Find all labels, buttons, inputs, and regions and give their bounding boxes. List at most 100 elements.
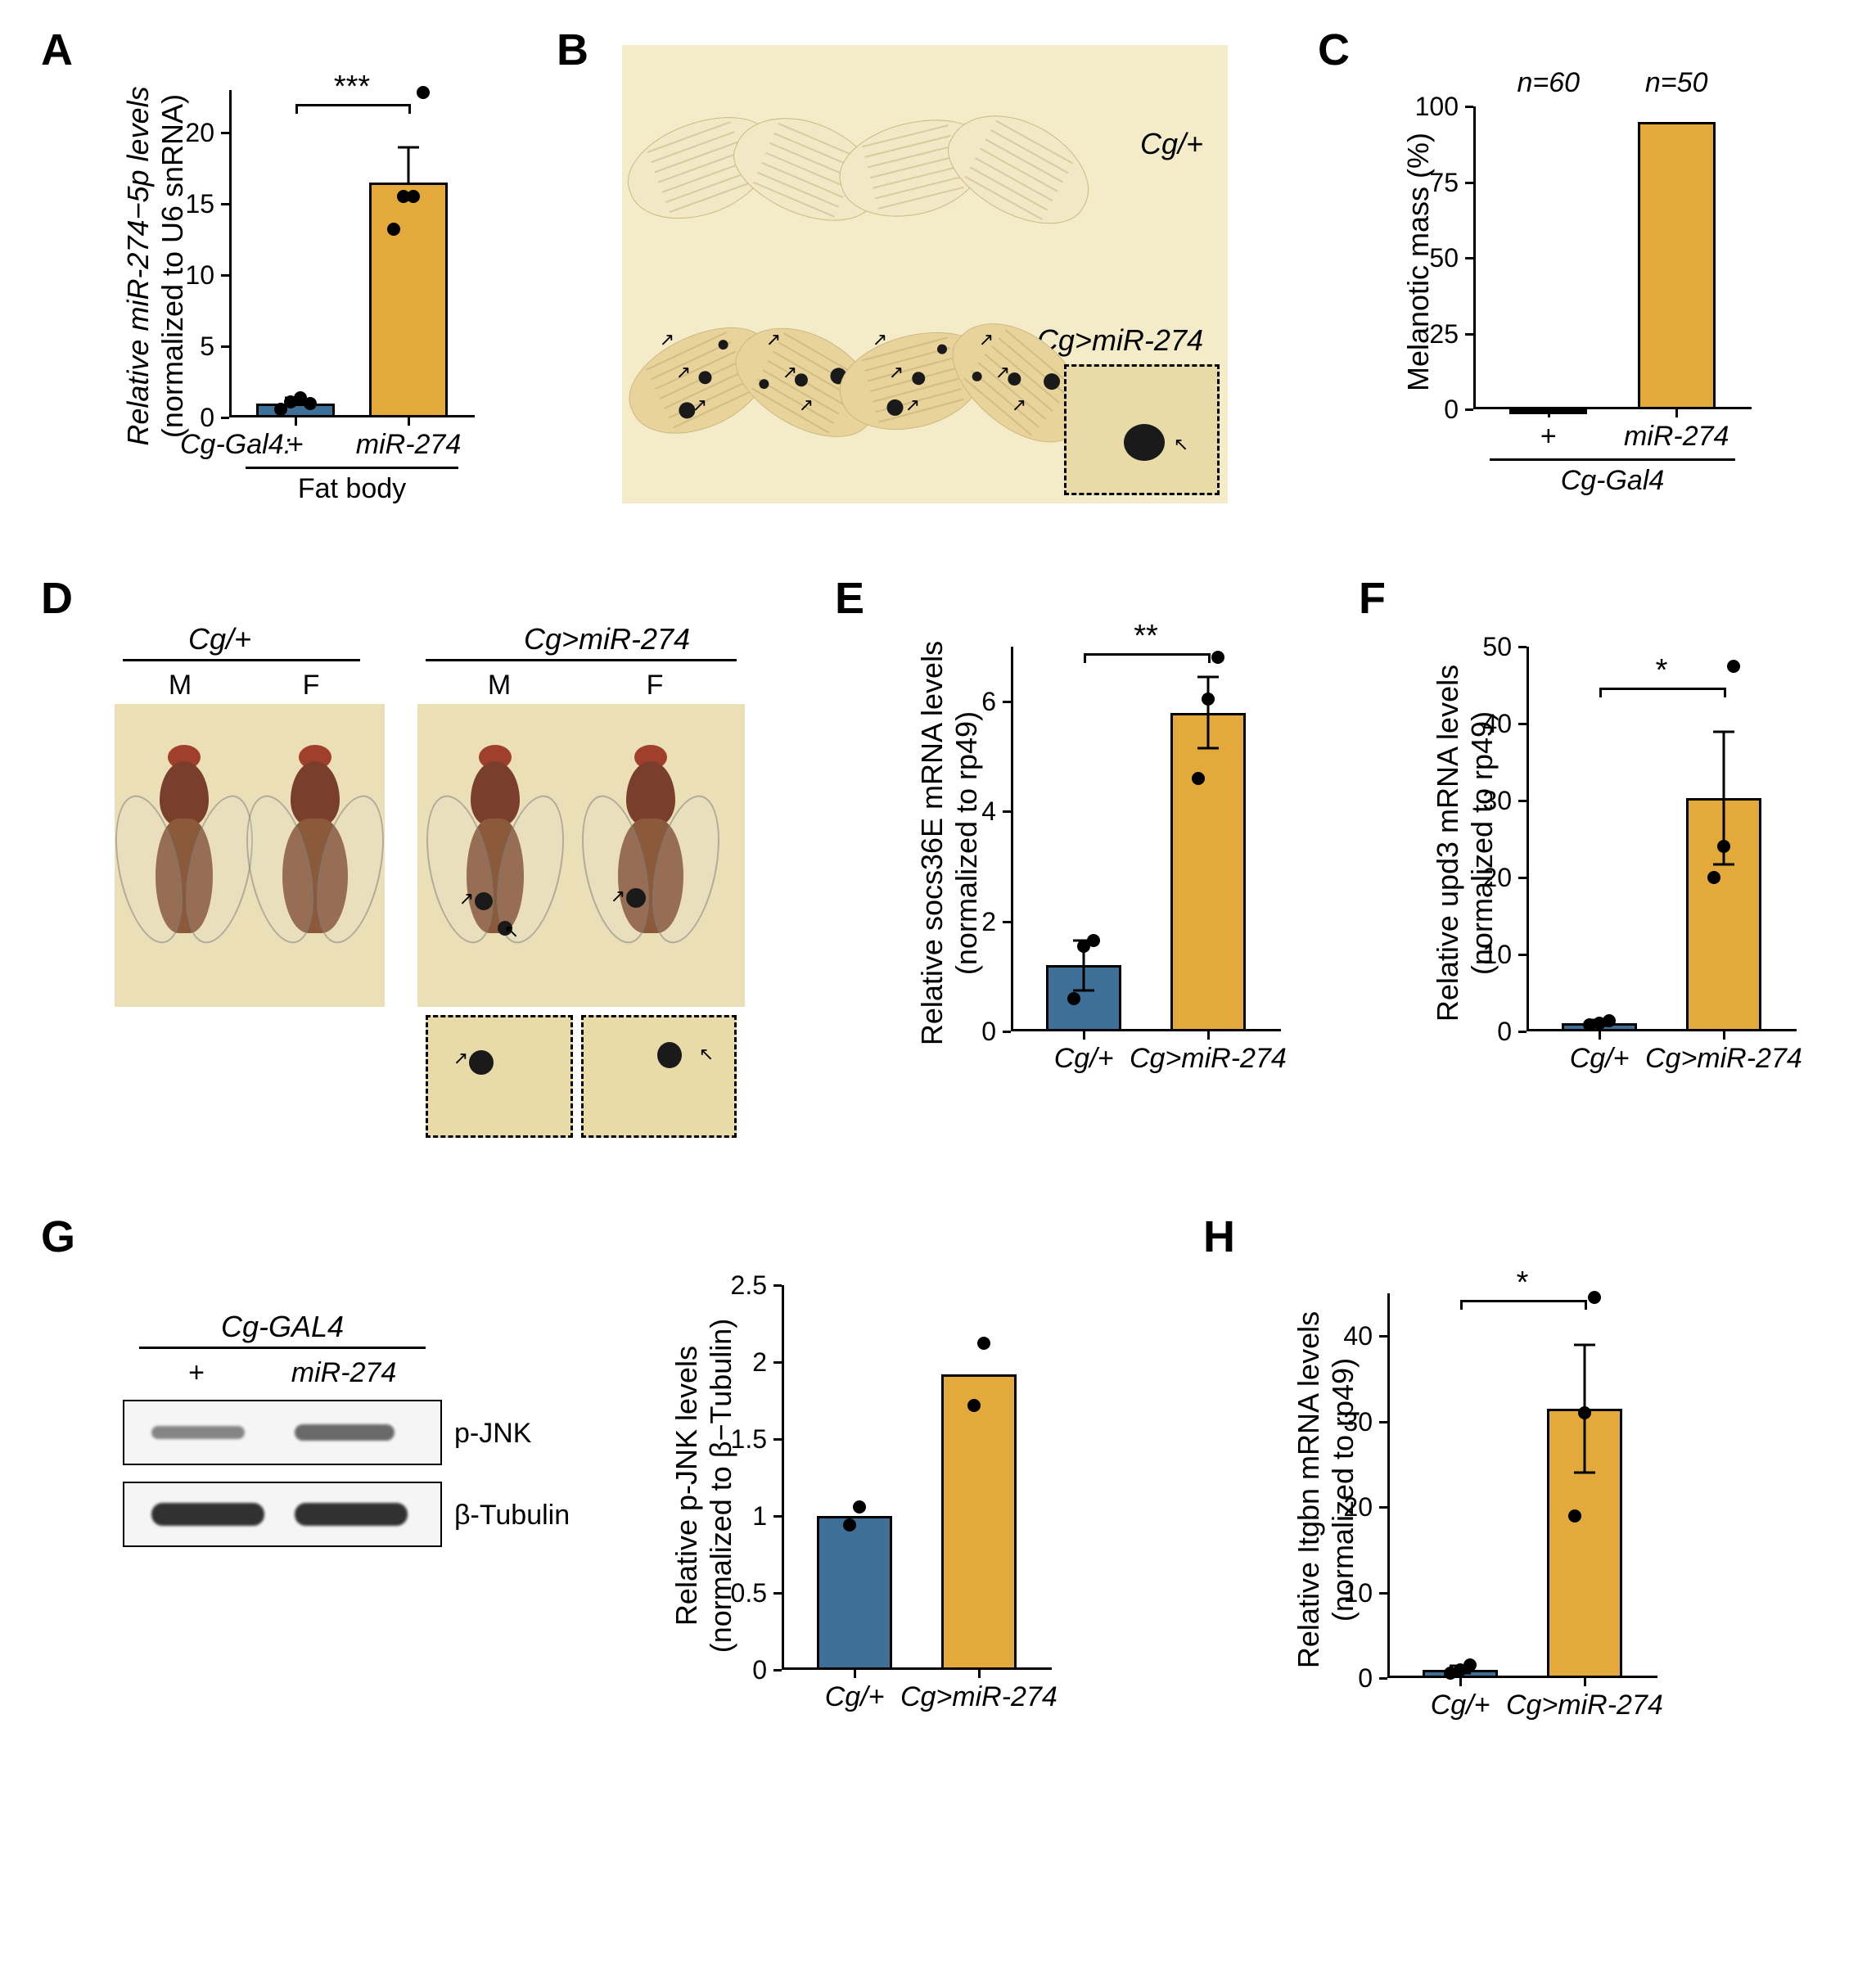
errbar bbox=[1083, 965, 1085, 990]
arrow-icon: ↗ bbox=[782, 362, 797, 383]
x-label: Cg/+ bbox=[1054, 1043, 1114, 1075]
l1: Relative Itgbn mRNA levels bbox=[1292, 1311, 1325, 1668]
ytick bbox=[221, 345, 229, 348]
datapoint bbox=[977, 1337, 990, 1350]
ytick bbox=[1003, 1031, 1011, 1033]
datapoint bbox=[1603, 1014, 1616, 1027]
arrow-icon: ↗ bbox=[979, 329, 994, 350]
ytick bbox=[773, 1284, 782, 1287]
ytick-label: 20 bbox=[1461, 863, 1512, 893]
melanotic-spot bbox=[697, 369, 714, 386]
sig-drop bbox=[1208, 653, 1211, 663]
xtick bbox=[408, 417, 410, 426]
bar-treat bbox=[1170, 713, 1246, 1031]
x-label: miR-274 bbox=[1624, 421, 1729, 453]
ytick-label: 10 bbox=[164, 260, 214, 291]
ytick-label: 6 bbox=[945, 687, 996, 717]
ytick-label: 10 bbox=[1461, 940, 1512, 970]
panel-E-plot: 0246Cg/+Cg>miR-274** bbox=[1011, 647, 1281, 1031]
errcap bbox=[1574, 1472, 1595, 1474]
xtick bbox=[1459, 1678, 1462, 1686]
ytick bbox=[1465, 333, 1473, 336]
y-axis bbox=[229, 90, 232, 417]
ytick-label: 100 bbox=[1408, 92, 1459, 122]
sig-drop bbox=[408, 104, 411, 114]
panel-G-chart: Relative p-JNK levels (normalized to β−T… bbox=[655, 1252, 1113, 1776]
y-axis bbox=[1387, 1293, 1390, 1678]
xtick bbox=[1548, 409, 1550, 417]
datapoint bbox=[1578, 1406, 1591, 1419]
xtick bbox=[1083, 1031, 1085, 1040]
sex-M-1: M bbox=[169, 670, 192, 702]
datapoint bbox=[843, 1518, 856, 1532]
sex-F-1: F bbox=[303, 670, 320, 702]
panel-G-plot: 00.511.522.5Cg/+Cg>miR-274 bbox=[782, 1285, 1052, 1670]
panel-B-top-label: Cg/+ bbox=[1140, 127, 1203, 161]
arrow-icon: ↗ bbox=[873, 329, 887, 350]
ytick bbox=[1379, 1421, 1387, 1423]
panel-G-ylabel: Relative p-JNK levels (normalized to β−T… bbox=[670, 1273, 738, 1699]
bar-treat bbox=[941, 1374, 1017, 1670]
datapoint bbox=[1211, 651, 1224, 664]
x-label: miR-274 bbox=[356, 429, 461, 461]
panel-G-label: G bbox=[41, 1211, 75, 1262]
ytick-label: 40 bbox=[1322, 1321, 1373, 1351]
ytick-label: 30 bbox=[1461, 786, 1512, 816]
errcap bbox=[1197, 747, 1219, 750]
datapoint bbox=[1717, 840, 1730, 853]
errbar bbox=[1206, 713, 1209, 749]
errcap bbox=[1073, 989, 1094, 991]
panel-F-chart: Relative upd3 mRNA levels (normalized to… bbox=[1416, 606, 1842, 1130]
ytick-label: 0 bbox=[716, 1655, 767, 1685]
sig-drop bbox=[1460, 1300, 1463, 1310]
ytick-label: 4 bbox=[945, 796, 996, 827]
sig-stars: * bbox=[1656, 653, 1668, 688]
ytick-label: 75 bbox=[1408, 168, 1459, 198]
datapoint bbox=[967, 1399, 981, 1412]
errbar bbox=[1583, 1345, 1585, 1409]
ytick bbox=[1518, 646, 1527, 648]
ytick-label: 1.5 bbox=[716, 1424, 767, 1455]
panel-D-right-photo: ↗ ↖ ↗ bbox=[417, 704, 745, 1007]
ytick-label: 1 bbox=[716, 1501, 767, 1532]
x-label: Cg>miR-274 bbox=[1645, 1043, 1802, 1075]
panel-D-left-photo bbox=[115, 704, 385, 1007]
ytick bbox=[773, 1438, 782, 1441]
ytick-label: 50 bbox=[1408, 243, 1459, 273]
panel-D-left-label: Cg/+ bbox=[188, 622, 251, 656]
errcap bbox=[1197, 675, 1219, 678]
errbar bbox=[1722, 732, 1725, 798]
x-label: Cg>miR-274 bbox=[900, 1681, 1058, 1713]
arrow-icon: ↗ bbox=[799, 395, 814, 416]
ytick-label: 0 bbox=[945, 1017, 996, 1047]
panel-D-area: Cg/+ Cg>miR-274 M F M F ↗ ↖ ↗ ↗ ↖ bbox=[98, 622, 818, 1146]
x-label: Cg/+ bbox=[825, 1681, 885, 1713]
xtick bbox=[854, 1670, 856, 1678]
melanotic-spot bbox=[717, 338, 730, 351]
bar-treat bbox=[369, 183, 448, 417]
ytick-label: 2 bbox=[716, 1347, 767, 1378]
panel-F-plot: 01020304050Cg/+Cg>miR-274* bbox=[1527, 647, 1797, 1031]
sig-drop bbox=[1585, 1300, 1587, 1310]
ytick-label: 20 bbox=[1322, 1492, 1373, 1523]
blot-band bbox=[151, 1426, 245, 1439]
ytick-label: 30 bbox=[1322, 1407, 1373, 1437]
panel-A-chart: Relative miR-274−5p levels (normalized t… bbox=[106, 57, 516, 524]
datapoint bbox=[304, 397, 317, 410]
errcap bbox=[1713, 864, 1734, 866]
sig-drop bbox=[1084, 653, 1086, 663]
group-underline bbox=[1490, 458, 1735, 461]
sig-drop bbox=[295, 104, 298, 114]
ytick bbox=[1465, 182, 1473, 184]
panel-B-bottom-label: Cg>miR-274 bbox=[1037, 323, 1203, 358]
errbar bbox=[1722, 798, 1725, 864]
arrow-icon: ↗ bbox=[905, 395, 920, 416]
ytick bbox=[1003, 810, 1011, 813]
datapoint bbox=[1463, 1658, 1477, 1671]
xtick bbox=[295, 417, 297, 426]
arrow-icon: ↗ bbox=[889, 362, 904, 383]
blot-band bbox=[295, 1503, 408, 1525]
ytick bbox=[1518, 800, 1527, 802]
panel-D-inset-1: ↗ bbox=[426, 1015, 573, 1138]
panel-F-label: F bbox=[1359, 573, 1386, 624]
